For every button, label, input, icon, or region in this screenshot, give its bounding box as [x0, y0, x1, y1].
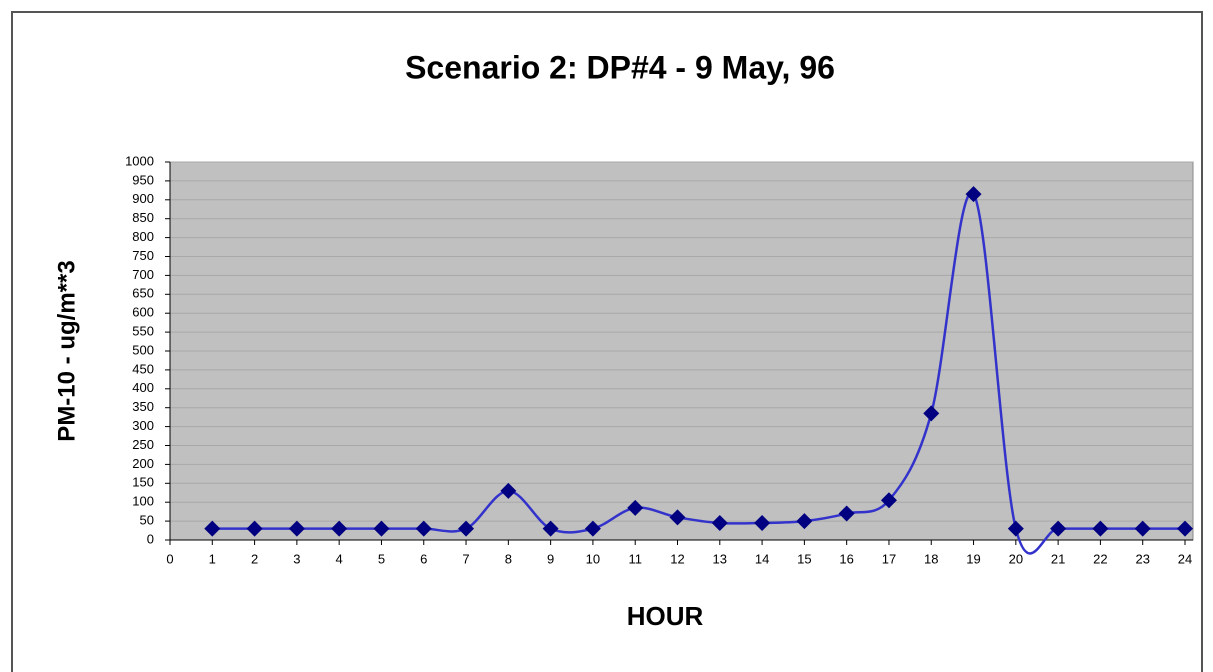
- marker: [923, 405, 940, 422]
- x-tick-label: 18: [924, 551, 938, 566]
- y-tick-label: 250: [132, 437, 154, 452]
- y-tick-label: 350: [132, 399, 154, 414]
- marker: [331, 520, 348, 537]
- marker: [373, 520, 390, 537]
- y-tick-label: 650: [132, 286, 154, 301]
- marker: [204, 520, 221, 537]
- x-tick-label: 19: [966, 551, 980, 566]
- marker: [415, 520, 432, 537]
- chart-title: Scenario 2: DP#4 - 9 May, 96: [405, 49, 835, 85]
- x-tick-label: 20: [1009, 551, 1023, 566]
- x-tick-label: 6: [420, 551, 427, 566]
- y-tick-label: 150: [132, 475, 154, 490]
- y-tick-label: 300: [132, 418, 154, 433]
- y-tick-label: 100: [132, 494, 154, 509]
- marker: [796, 513, 813, 530]
- x-tick-label: 0: [166, 551, 173, 566]
- marker: [458, 520, 475, 537]
- x-tick-label: 12: [670, 551, 684, 566]
- x-tick-label: 7: [462, 551, 469, 566]
- marker: [711, 514, 728, 531]
- marker: [965, 186, 982, 203]
- x-tick-label: 13: [713, 551, 727, 566]
- y-tick-label: 450: [132, 361, 154, 376]
- marker: [627, 499, 644, 516]
- x-tick-label: 8: [505, 551, 512, 566]
- x-tick-label: 10: [586, 551, 600, 566]
- x-tick-label: 2: [251, 551, 258, 566]
- y-tick-label: 900: [132, 191, 154, 206]
- x-tick-label: 5: [378, 551, 385, 566]
- y-tick-label: 750: [132, 248, 154, 263]
- y-tick-label: 200: [132, 456, 154, 471]
- x-tick-label: 21: [1051, 551, 1065, 566]
- marker: [1092, 520, 1109, 537]
- marker: [1007, 520, 1024, 537]
- y-axis-title: PM-10 - ug/m**3: [53, 260, 80, 441]
- marker: [584, 520, 601, 537]
- y-tick-label: 550: [132, 324, 154, 339]
- x-tick-label: 4: [336, 551, 343, 566]
- x-tick-label: 22: [1093, 551, 1107, 566]
- marker: [669, 509, 686, 526]
- x-tick-label: 3: [293, 551, 300, 566]
- marker: [754, 514, 771, 531]
- x-tick-label: 16: [839, 551, 853, 566]
- y-tick-label: 950: [132, 172, 154, 187]
- y-tick-label: 600: [132, 305, 154, 320]
- x-tick-label: 24: [1178, 551, 1192, 566]
- x-tick-label: 14: [755, 551, 769, 566]
- marker: [1177, 520, 1193, 537]
- x-tick-label: 1: [209, 551, 216, 566]
- y-tick-label: 500: [132, 342, 154, 357]
- x-axis-title: HOUR: [627, 601, 704, 631]
- x-tick-label: 17: [882, 551, 896, 566]
- marker: [542, 520, 559, 537]
- x-tick-label: 9: [547, 551, 554, 566]
- y-tick-label: 800: [132, 229, 154, 244]
- marker: [1050, 520, 1067, 537]
- y-tick-label: 700: [132, 267, 154, 282]
- y-tick-label: 1000: [125, 153, 154, 168]
- x-tick-label: 23: [1135, 551, 1149, 566]
- marker: [246, 520, 263, 537]
- marker: [880, 492, 897, 509]
- marker: [288, 520, 305, 537]
- y-tick-label: 0: [147, 531, 154, 546]
- y-tick-label: 400: [132, 380, 154, 395]
- y-tick-label: 850: [132, 210, 154, 225]
- y-tick-label: 50: [140, 513, 154, 528]
- x-tick-label: 11: [628, 551, 642, 566]
- marker: [500, 482, 517, 499]
- x-tick-label: 15: [797, 551, 811, 566]
- marker: [838, 505, 855, 522]
- marker: [1134, 520, 1151, 537]
